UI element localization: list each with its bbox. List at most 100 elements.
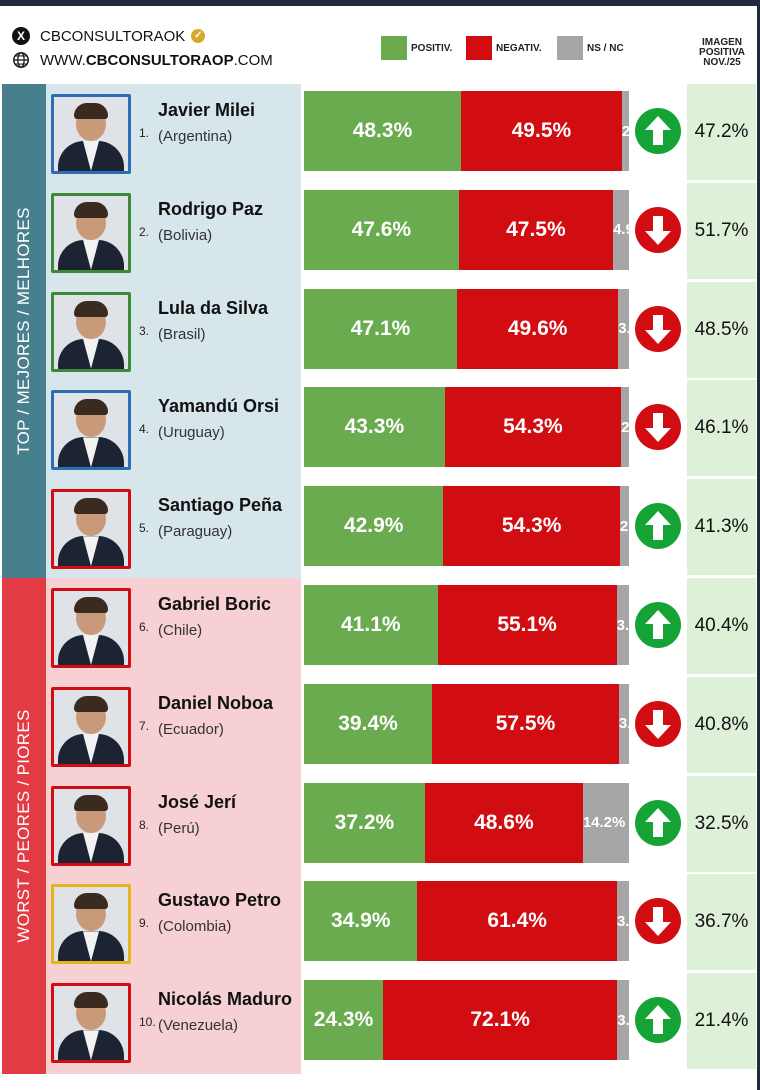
trend-down-icon [632, 895, 684, 948]
data-label-ns: 14.2% [582, 814, 626, 832]
bar-negative: 47.5% [458, 189, 614, 270]
legend-swatch-ns [557, 36, 583, 60]
country-name: (Bolivia) [158, 226, 213, 244]
rank-number: 1. [139, 126, 150, 140]
legend-negative: NEGATIV. [466, 36, 542, 60]
website-bold: CBCONSULTORAOP [85, 51, 234, 69]
stacked-bar: 47.1% 49.6% 3.3 [304, 288, 629, 369]
image-positive-header: IMAGEN POSITIVA NOV./25 [686, 38, 758, 68]
country-name: (Perú) [158, 819, 200, 837]
table-row: 3. Lula da Silva (Brasil) 47.1% 49.6% 3.3 48.5… [0, 281, 760, 380]
legend-label-ns: NS / NC [587, 42, 624, 54]
bar-ns: 2.8 [619, 486, 629, 567]
rank-number: 5. [139, 521, 150, 536]
data-label-negative: 49.5% [511, 119, 572, 142]
table-row: 10.Nicolás Maduro (Venezuela) 24.3% 72.1% 3.… [0, 973, 760, 1072]
bar-positive: 43.3% [304, 387, 445, 468]
country-name: (Colombia) [158, 918, 232, 936]
country-name: (Ecuador) [158, 720, 224, 738]
legend-ns: NS / NC [557, 36, 624, 60]
stacked-bar: 48.3% 49.5% 2.2 [304, 91, 629, 171]
table-row: 2. Rodrigo Paz (Bolivia) 47.6% 47.5% 4.9 51.7% [0, 182, 760, 281]
image-positive-value: 41.3% [687, 479, 756, 578]
stacked-bar: 34.9% 61.4% 3.7 [304, 881, 629, 962]
bar-negative: 55.1% [437, 585, 617, 665]
legend-label-negative: NEGATIV. [496, 42, 542, 54]
data-label-positive: 42.9% [343, 514, 404, 538]
brand-handle-text: CBCONSULTORAOK [40, 27, 186, 45]
data-label-negative: 61.4% [487, 909, 547, 933]
bar-negative: 54.3% [443, 486, 620, 567]
bar-ns: 2.4 [621, 387, 629, 468]
trend-up-icon [632, 105, 684, 157]
stacked-bar: 37.2% 48.6% 14.2% [304, 782, 629, 863]
president-name: Gabriel Boric [158, 594, 272, 614]
president-name: Lula da Silva [158, 297, 269, 318]
country-name: (Argentina) [158, 128, 233, 145]
trend-down-icon [632, 401, 684, 454]
legend-swatch-negative [466, 36, 492, 60]
data-label-negative: 47.5% [506, 217, 566, 241]
data-label-negative: 55.1% [497, 613, 557, 636]
data-label-negative: 57.5% [495, 711, 556, 735]
bar-ns: 4.9 [613, 189, 629, 270]
data-label-ns: 2.8 [619, 517, 629, 535]
data-label-negative: 48.6% [474, 810, 534, 834]
data-label-negative: 54.3% [501, 514, 562, 538]
brand-website: WWW. CBCONSULTORAOP .COM [12, 51, 273, 69]
bar-positive: 39.4% [304, 683, 433, 764]
bar-ns: 14.2% [582, 782, 629, 863]
portrait-photo [51, 291, 131, 372]
portrait-photo [51, 686, 131, 767]
data-label-ns: 3.1 [618, 715, 629, 733]
country-name: (Brasil) [158, 325, 206, 343]
president-name: Daniel Noboa [158, 692, 274, 713]
legend-positive: POSITIV. [381, 36, 452, 60]
data-label-positive: 41.1% [341, 613, 401, 636]
portrait-hair [74, 695, 108, 712]
country-name: (Chile) [158, 622, 203, 639]
data-label-negative: 49.6% [507, 316, 568, 340]
right-border [757, 0, 760, 1090]
portrait-photo [51, 192, 131, 273]
bar-positive: 42.9% [304, 486, 444, 567]
image-positive-value: 47.2% [687, 84, 756, 182]
bar-positive: 34.9% [304, 881, 418, 962]
president-name: Javier Milei [158, 100, 256, 120]
president-name: Gustavo Petro [158, 890, 282, 911]
bar-positive: 24.3% [304, 980, 383, 1061]
top-border [0, 0, 760, 6]
stacked-bar: 43.3% 54.3% 2.4 [304, 387, 629, 468]
rank-number: 7. [139, 718, 150, 733]
portrait-hair [74, 498, 108, 515]
country-name: (Paraguay) [158, 523, 233, 541]
image-header-line3: NOV./25 [703, 57, 741, 68]
president-name: Yamandú Orsi [158, 396, 280, 417]
portrait-photo [51, 489, 131, 570]
x-logo-icon: X [12, 27, 30, 45]
section-band-worst: WORST / PEORES / PIORES [2, 578, 46, 1074]
portrait-hair [74, 300, 108, 317]
portrait-hair [74, 893, 108, 910]
data-label-positive: 47.1% [350, 316, 411, 340]
brand-handle: X CBCONSULTORAOK ✓ [12, 27, 206, 45]
bar-positive: 48.3% [304, 91, 461, 171]
trend-up-icon [632, 796, 684, 849]
bar-positive: 47.6% [304, 189, 459, 270]
image-positive-value: 21.4% [687, 973, 756, 1072]
website-suffix: .COM [233, 51, 273, 69]
trend-down-icon [632, 203, 684, 256]
bar-negative: 61.4% [417, 881, 617, 962]
legend-label-positive: POSITIV. [411, 42, 453, 54]
trend-down-icon [632, 302, 684, 355]
data-label-positive: 43.3% [344, 415, 405, 439]
rank-number: 4. [139, 422, 150, 437]
data-label-ns: 2.4 [621, 418, 629, 436]
data-label-ns: 2.2 [621, 122, 629, 140]
rank-number: 2. [139, 224, 150, 239]
data-label-positive: 37.2% [334, 810, 395, 834]
president-name: Rodrigo Paz [158, 198, 264, 219]
stacked-bar: 42.9% 54.3% 2.8 [304, 486, 629, 567]
image-header-line1: IMAGEN [702, 37, 742, 48]
bar-negative: 48.6% [424, 782, 583, 863]
